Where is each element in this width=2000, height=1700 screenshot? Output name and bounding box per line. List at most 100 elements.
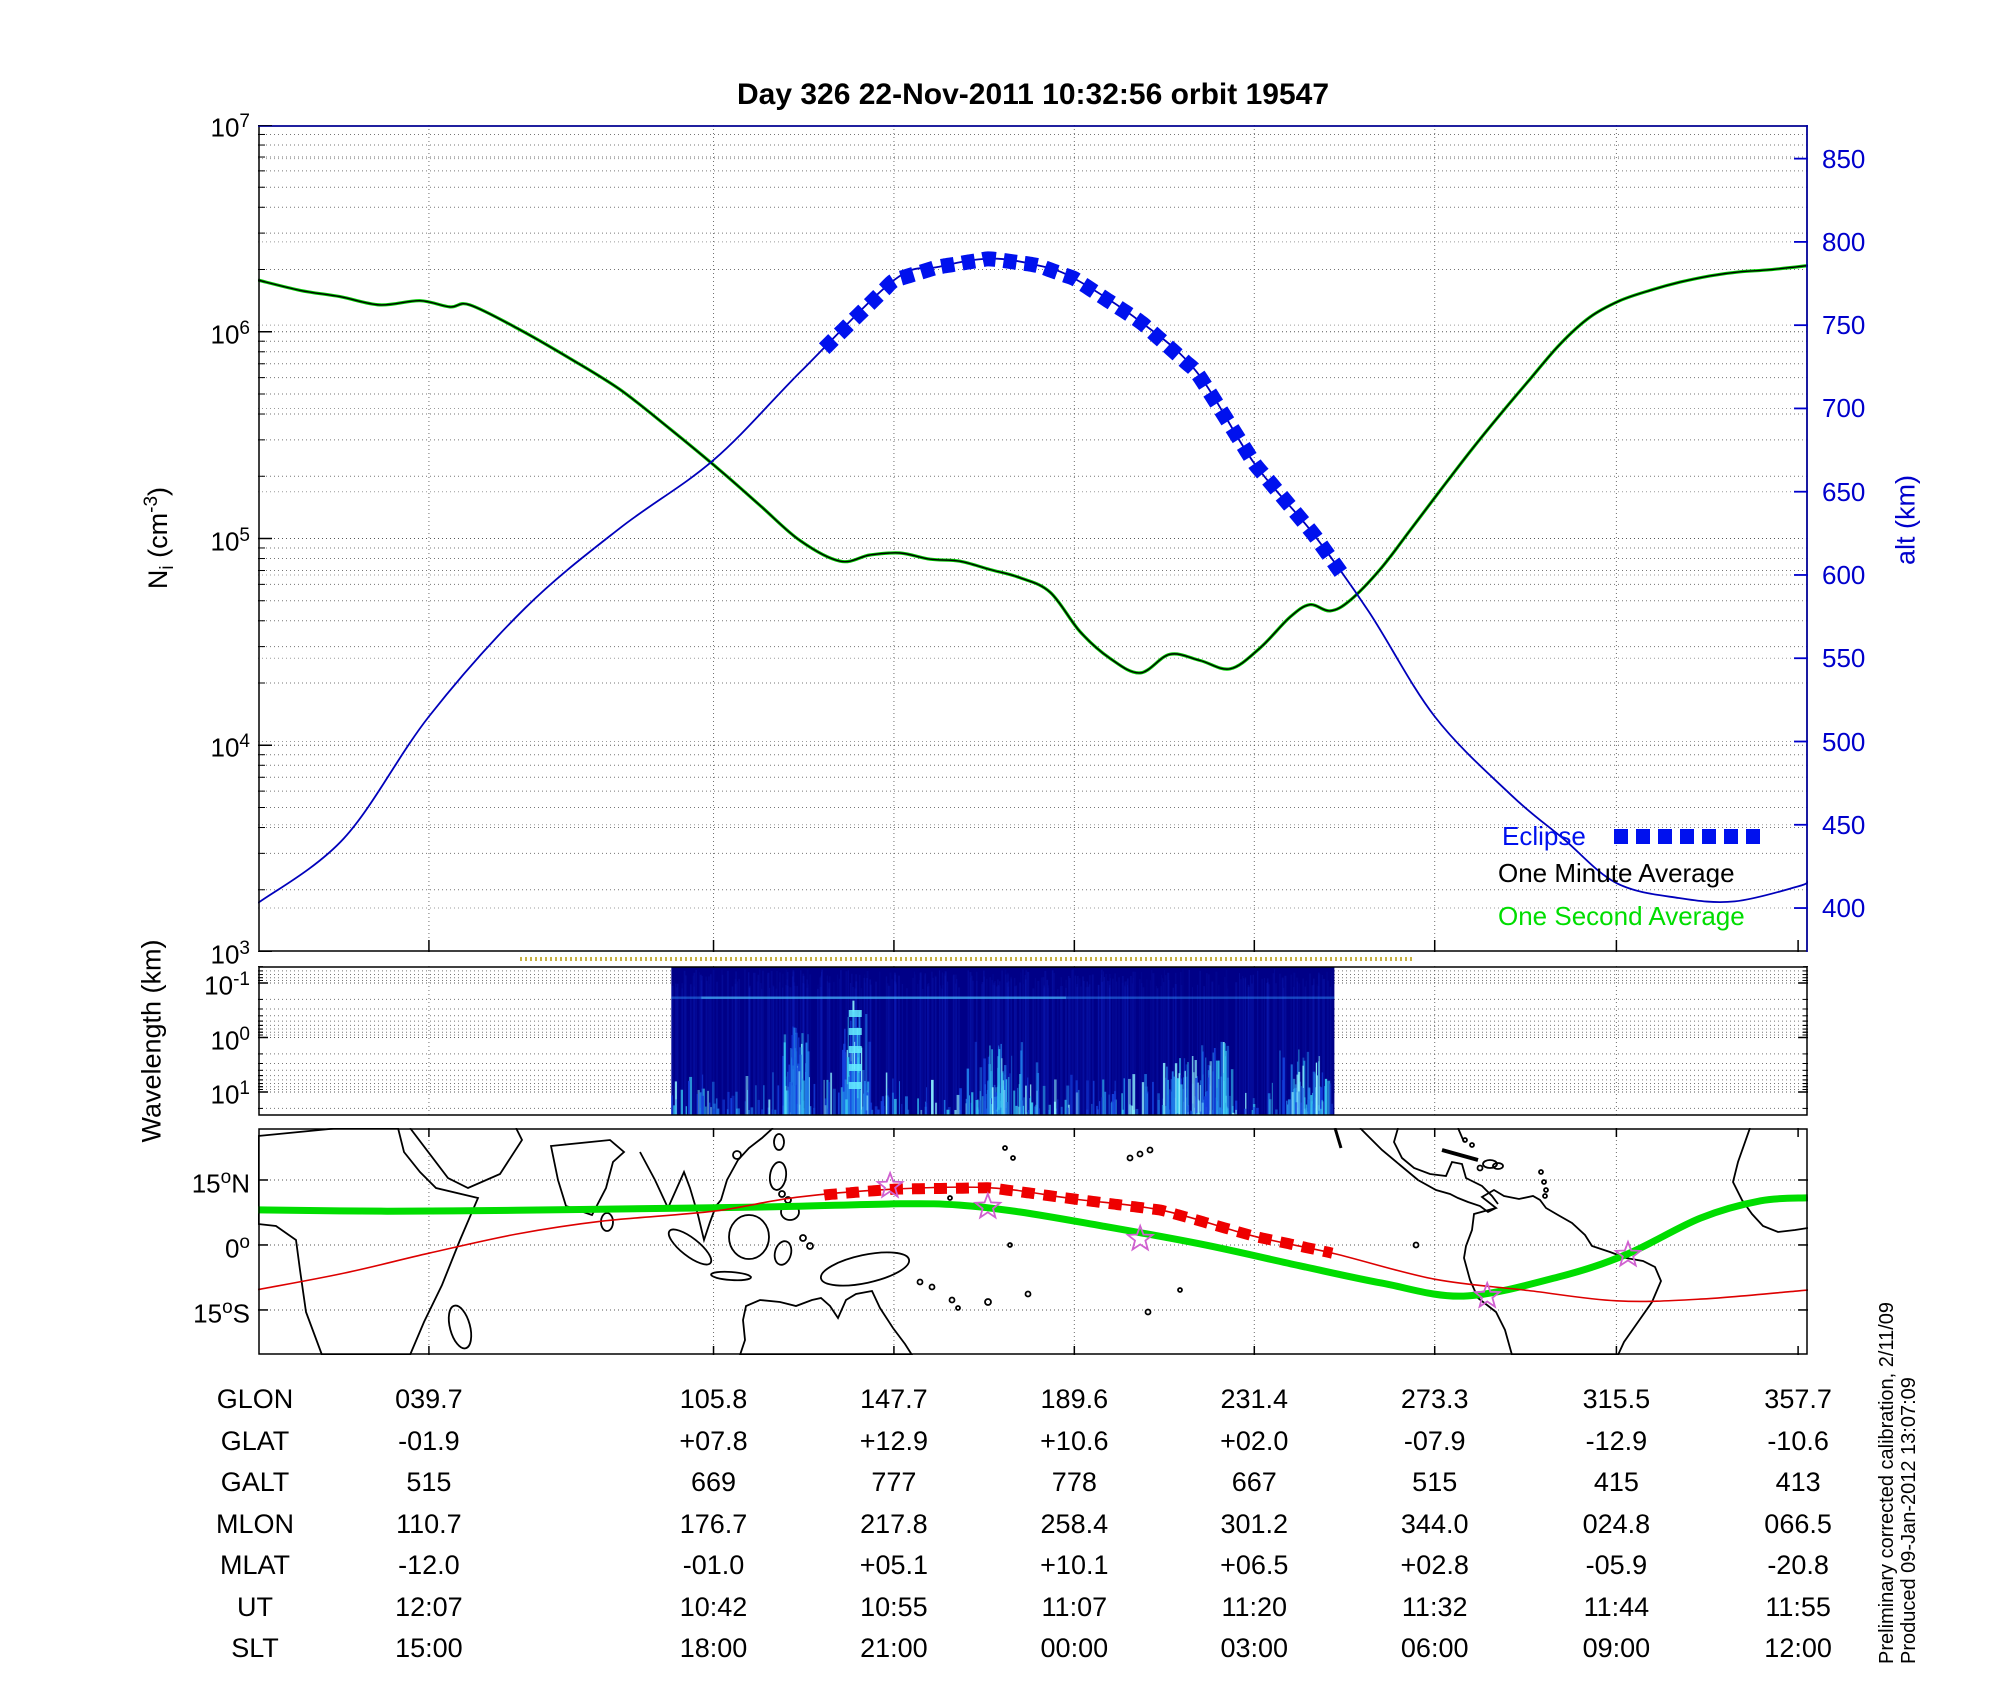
density-altitude-plot [258, 125, 1808, 952]
table-row-label-MLON: MLON [215, 1508, 294, 1539]
altitude-tick-label: 700 [1822, 393, 1866, 424]
table-cell: 315.5 [1582, 1384, 1651, 1414]
legend-eclipse-label: Eclipse [1502, 821, 1586, 851]
spectrogram-frame [258, 966, 1808, 1116]
table-cell: -01.9 [398, 1425, 460, 1456]
table-cell: 024.8 [1582, 1508, 1651, 1539]
coast-sumatra [667, 1228, 713, 1266]
table-cell: 15:00 [395, 1633, 463, 1663]
table-cell: -12.0 [398, 1550, 460, 1580]
table-cell: 667 [1231, 1467, 1277, 1497]
table-cell: -07.9 [1403, 1425, 1466, 1456]
table-cell: 039.7 [395, 1384, 463, 1414]
coast-africa [258, 1128, 480, 1355]
table-cell: -05.9 [1585, 1550, 1648, 1580]
coast-jamaica [1476, 1164, 1484, 1172]
legend-eclipse-swatch [1614, 829, 1766, 844]
page-title: Day 326 22-Nov-2011 10:32:56 orbit 19547 [736, 78, 1330, 111]
wavelength-axis-label: Wavelength (km) [136, 939, 167, 1143]
altitude-tick-label: 650 [1822, 476, 1866, 507]
spectrogram-data [671, 967, 1335, 1115]
table-cell: 12:00 [1764, 1633, 1832, 1663]
table-cell: 105.8 [679, 1384, 748, 1414]
table-cell: 515 [1412, 1467, 1458, 1497]
map-gridlines [258, 1128, 1808, 1355]
table-cell: 357.7 [1764, 1384, 1832, 1414]
watermark-line2: Produced 09-Jan-2012 13:07:09 [1898, 1377, 1920, 1664]
coast-luzon [768, 1161, 788, 1191]
map-coastlines [258, 1128, 1808, 1355]
table-cell: 110.7 [396, 1508, 462, 1539]
table-cell: 344.0 [1400, 1508, 1469, 1539]
density-axis-label-mid: (cm [142, 512, 173, 566]
altitude-tick-label: 850 [1822, 143, 1866, 174]
table-cell: 778 [1051, 1467, 1097, 1497]
table-cell: +10.1 [1040, 1550, 1109, 1580]
coast-cuba [1441, 1148, 1479, 1162]
table-row-label-SLT: SLT [231, 1633, 279, 1663]
table-row-label-GLON: GLON [216, 1384, 294, 1414]
table-cell: 301.2 [1220, 1508, 1289, 1539]
table-cell: -12.9 [1585, 1425, 1648, 1456]
altitude-axis-label: alt (km) [1890, 475, 1921, 565]
map-lat-label: 15oS [193, 1296, 250, 1329]
coast-arabia [409, 1128, 524, 1189]
altitude-tick-label: 400 [1822, 893, 1866, 924]
table-cell: +05.1 [859, 1550, 929, 1580]
table-cell: 258.4 [1040, 1508, 1109, 1539]
altitude-tick-label: 500 [1822, 726, 1866, 757]
legend-one-second-label: One Second Average [1498, 901, 1745, 931]
table-cell: 18:00 [679, 1633, 748, 1663]
table-cell: 11:32 [1401, 1591, 1468, 1622]
table-cell: 09:00 [1582, 1633, 1651, 1663]
table-cell: 669 [690, 1467, 737, 1497]
wavelength-tick-label: 10-1 [204, 969, 250, 1001]
coast-hispaniola [1482, 1159, 1498, 1169]
table-row-label-GALT: GALT [220, 1467, 290, 1497]
table-cell: 147.7 [860, 1384, 928, 1414]
table-cell: 515 [406, 1467, 452, 1497]
coast-island [806, 1242, 814, 1250]
coast-mexico-west [1359, 1128, 1497, 1214]
table-cell: 11:07 [1041, 1591, 1108, 1622]
coast-taiwan [773, 1133, 785, 1151]
density-axis-label-pre: N [142, 569, 173, 590]
ground-track-map [258, 1128, 1808, 1355]
table-cell: 10:55 [860, 1591, 928, 1622]
altitude-tick-label: 600 [1822, 559, 1866, 590]
map-lat-label: 0o [224, 1231, 250, 1264]
density-tick-label: 104 [210, 731, 251, 763]
utc-hour-star-marker [875, 1170, 905, 1199]
density-tick-label: 103 [210, 938, 251, 970]
table-cell: 12:07 [395, 1591, 463, 1622]
coast-srilanka [600, 1212, 614, 1232]
table-row-label-UT: UT [237, 1591, 273, 1622]
coast-indochina [639, 1128, 774, 1244]
wavelength-tick-label: 100 [210, 1023, 251, 1056]
table-cell: -01.0 [682, 1550, 745, 1580]
coast-mexico-east [1393, 1128, 1499, 1205]
table-cell: +07.8 [679, 1425, 748, 1456]
coast-west-africa [1732, 1128, 1808, 1233]
table-cell: 21:00 [860, 1633, 928, 1663]
table-cell: 06:00 [1400, 1633, 1469, 1663]
table-cell: 189.6 [1040, 1384, 1109, 1414]
table-cell: -20.8 [1767, 1550, 1829, 1580]
production-watermark: Preliminary corrected calibration, 2/11/… [1876, 1302, 1920, 1664]
utc-hour-star-marker [1613, 1239, 1643, 1268]
table-cell: 777 [871, 1467, 917, 1497]
coast-south-america [1463, 1188, 1662, 1355]
wavelength-tick-label: 101 [210, 1078, 251, 1110]
utc-hour-star-marker [1125, 1223, 1156, 1252]
utc-hour-star-marker [1472, 1280, 1503, 1309]
table-cell: 066.5 [1764, 1508, 1832, 1539]
table-cell: 413 [1775, 1467, 1821, 1497]
density-axis-label-sub: i [157, 565, 179, 570]
watermark-line1: Preliminary corrected calibration, 2/11/… [1876, 1301, 1898, 1664]
legend-one-minute-label: One Minute Average [1498, 858, 1735, 888]
density-tick-label: 106 [210, 317, 251, 350]
table-cell: 11:44 [1583, 1591, 1650, 1622]
coast-hainan [732, 1150, 742, 1160]
density-tick-label: 107 [210, 111, 251, 143]
table-cell: -10.6 [1767, 1425, 1829, 1456]
